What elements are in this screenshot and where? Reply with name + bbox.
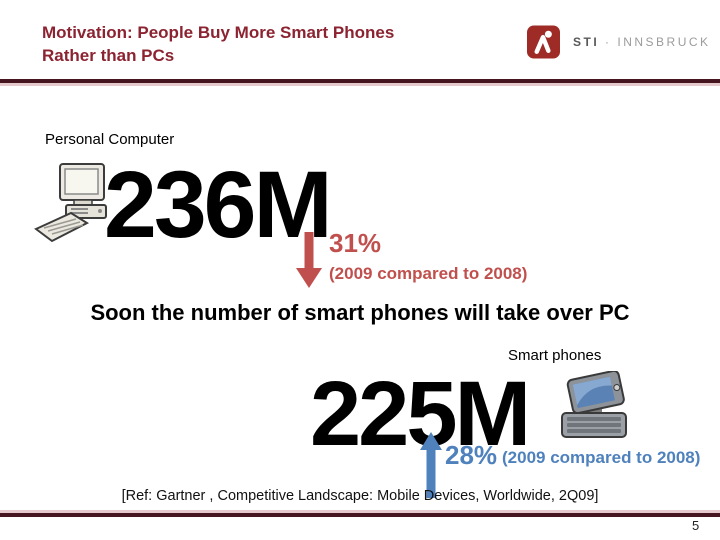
sti-logo-icon [527, 25, 560, 59]
smartphone-section-label: Smart phones [508, 347, 602, 364]
logo-location: INNSBRUCK [617, 35, 711, 49]
slide-title-line2: Rather than PCs [42, 46, 175, 65]
logo-separator: · [605, 35, 612, 49]
reference-citation: [Ref: Gartner , Competitive Landscape: M… [121, 488, 599, 504]
logo-org: STI [573, 35, 600, 49]
pc-change-percent: 31% [329, 228, 382, 258]
pc-shipments-value: 236M [104, 152, 333, 258]
slide-title-line1: Motivation: People Buy More Smart Phones [42, 23, 395, 42]
page-number: 5 [692, 518, 700, 533]
desktop-computer-icon [34, 163, 112, 249]
down-arrow-icon [296, 232, 322, 288]
header-rule-light [0, 83, 720, 86]
pc-section-label: Personal Computer [45, 131, 175, 148]
pc-change-note: (2009 compared to 2008) [329, 264, 528, 283]
footer-rule-light [0, 510, 720, 513]
up-arrow-icon [420, 432, 442, 498]
smartphone-change-note: (2009 compared to 2008) [502, 448, 701, 467]
logo-text: STI · INNSBRUCK [573, 35, 711, 49]
footer-rule-dark [0, 513, 720, 517]
sti-innsbruck-logo: STI · INNSBRUCK [527, 25, 711, 59]
slide-title: Motivation: People Buy More Smart Phones… [42, 21, 522, 67]
smartphone-icon [556, 369, 634, 441]
slide-headline: Soon the number of smart phones will tak… [90, 300, 630, 325]
smartphone-shipments-value: 225M [310, 363, 531, 465]
smartphone-change-percent: 28% [445, 440, 498, 470]
header-rule-dark [0, 79, 720, 83]
